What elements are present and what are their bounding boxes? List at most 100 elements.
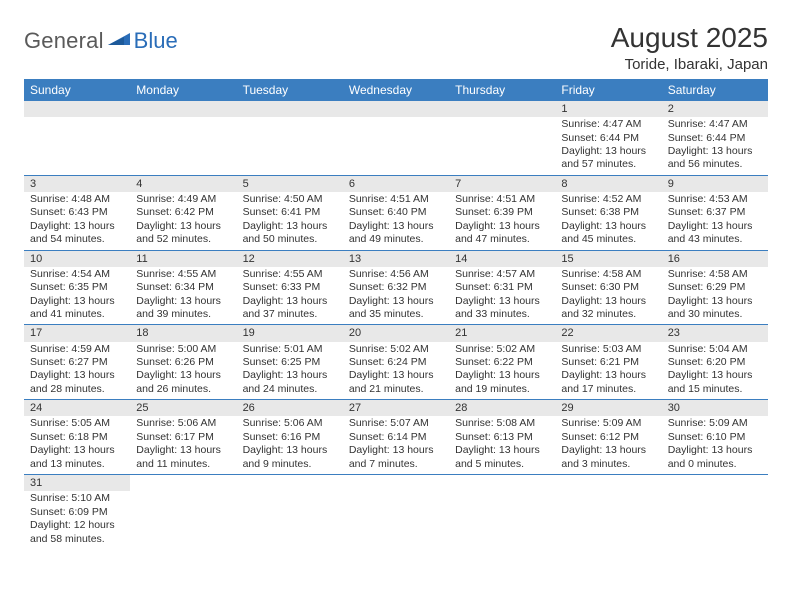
day-number: 30 [662, 400, 768, 416]
sunrise-text: Sunrise: 5:06 AM [136, 417, 230, 430]
day-number: 14 [449, 251, 555, 267]
sunset-text: Sunset: 6:41 PM [243, 206, 337, 219]
day-details: Sunrise: 5:04 AMSunset: 6:20 PMDaylight:… [662, 342, 768, 400]
daylight-text: Daylight: 13 hours and 9 minutes. [243, 444, 337, 471]
sunset-text: Sunset: 6:25 PM [243, 356, 337, 369]
calendar-table: Sunday Monday Tuesday Wednesday Thursday… [24, 79, 768, 549]
calendar-cell: 7Sunrise: 4:51 AMSunset: 6:39 PMDaylight… [449, 175, 555, 250]
calendar-week-row: 3Sunrise: 4:48 AMSunset: 6:43 PM Daylight… [24, 175, 768, 250]
day-number-empty [237, 101, 343, 117]
calendar-cell [130, 101, 236, 175]
sunset-text: Sunset: 6:10 PM [668, 431, 762, 444]
flag-icon [107, 30, 131, 53]
day-number: 26 [237, 400, 343, 416]
sunset-text: Sunset: 6:40 PM [349, 206, 443, 219]
daylight-text: Daylight: 13 hours and 32 minutes. [561, 295, 655, 322]
sunrise-text: Sunrise: 4:47 AM [668, 118, 762, 131]
sunset-text: Sunset: 6:37 PM [668, 206, 762, 219]
daylight-text: Daylight: 13 hours and 35 minutes. [349, 295, 443, 322]
day-details: Sunrise: 5:09 AMSunset: 6:12 PMDaylight:… [555, 416, 661, 474]
sunrise-text: Sunrise: 5:03 AM [561, 343, 655, 356]
sunset-text: Sunset: 6:24 PM [349, 356, 443, 369]
sunrise-text: Sunrise: 4:48 AM [30, 193, 124, 206]
daylight-text: Daylight: 13 hours and 50 minutes. [243, 220, 337, 247]
month-title: August 2025 [611, 22, 768, 54]
calendar-cell [24, 101, 130, 175]
day-number: 3 [24, 176, 130, 192]
day-details: Sunrise: 4:50 AMSunset: 6:41 PMDaylight:… [237, 192, 343, 250]
day-details: Sunrise: 5:07 AMSunset: 6:14 PMDaylight:… [343, 416, 449, 474]
sunset-text: Sunset: 6:38 PM [561, 206, 655, 219]
day-details: Sunrise: 5:09 AMSunset: 6:10 PMDaylight:… [662, 416, 768, 474]
day-number: 1 [555, 101, 661, 117]
calendar-week-row: 31Sunrise: 5:10 AMSunset: 6:09 PMDayligh… [24, 475, 768, 549]
calendar-page: General Blue August 2025 Toride, Ibaraki… [0, 0, 792, 549]
sunrise-text: Sunrise: 4:58 AM [561, 268, 655, 281]
calendar-body: 1Sunrise: 4:47 AMSunset: 6:44 PMDaylight… [24, 101, 768, 549]
day-number: 24 [24, 400, 130, 416]
dow-saturday: Saturday [662, 79, 768, 101]
day-details: Sunrise: 4:47 AMSunset: 6:44 PMDaylight:… [555, 117, 661, 175]
daylight-text: Daylight: 13 hours and 43 minutes. [668, 220, 762, 247]
dow-friday: Friday [555, 79, 661, 101]
sunrise-text: Sunrise: 4:55 AM [243, 268, 337, 281]
sunrise-text: Sunrise: 5:09 AM [668, 417, 762, 430]
sunrise-text: Sunrise: 5:04 AM [668, 343, 762, 356]
calendar-cell: 10Sunrise: 4:54 AMSunset: 6:35 PMDayligh… [24, 250, 130, 325]
day-details: Sunrise: 4:55 AMSunset: 6:34 PMDaylight:… [130, 267, 236, 325]
calendar-cell: 21Sunrise: 5:02 AMSunset: 6:22 PMDayligh… [449, 325, 555, 400]
sunrise-text: Sunrise: 5:02 AM [349, 343, 443, 356]
day-number: 31 [24, 475, 130, 491]
day-details: Sunrise: 5:06 AMSunset: 6:16 PMDaylight:… [237, 416, 343, 474]
daylight-text: Daylight: 13 hours and 28 minutes. [30, 369, 124, 396]
day-number: 28 [449, 400, 555, 416]
sunset-text: Sunset: 6:17 PM [136, 431, 230, 444]
calendar-cell: 5Sunrise: 4:50 AMSunset: 6:41 PMDaylight… [237, 175, 343, 250]
day-details: Sunrise: 5:08 AMSunset: 6:13 PMDaylight:… [449, 416, 555, 474]
sunrise-text: Sunrise: 5:02 AM [455, 343, 549, 356]
sunrise-text: Sunrise: 5:08 AM [455, 417, 549, 430]
calendar-cell: 13Sunrise: 4:56 AMSunset: 6:32 PMDayligh… [343, 250, 449, 325]
day-details: Sunrise: 4:59 AMSunset: 6:27 PMDaylight:… [24, 342, 130, 400]
day-details: Sunrise: 4:56 AMSunset: 6:32 PMDaylight:… [343, 267, 449, 325]
daylight-text: Daylight: 13 hours and 19 minutes. [455, 369, 549, 396]
calendar-week-row: 1Sunrise: 4:47 AMSunset: 6:44 PMDaylight… [24, 101, 768, 175]
dow-wednesday: Wednesday [343, 79, 449, 101]
calendar-cell: 28Sunrise: 5:08 AMSunset: 6:13 PMDayligh… [449, 400, 555, 475]
day-number: 21 [449, 325, 555, 341]
sunrise-text: Sunrise: 5:00 AM [136, 343, 230, 356]
dow-tuesday: Tuesday [237, 79, 343, 101]
day-number: 13 [343, 251, 449, 267]
calendar-cell: 12Sunrise: 4:55 AMSunset: 6:33 PMDayligh… [237, 250, 343, 325]
header: General Blue August 2025 Toride, Ibaraki… [24, 22, 768, 73]
dow-thursday: Thursday [449, 79, 555, 101]
calendar-cell [343, 101, 449, 175]
day-number: 11 [130, 251, 236, 267]
dow-sunday: Sunday [24, 79, 130, 101]
day-number: 2 [662, 101, 768, 117]
sunset-text: Sunset: 6:43 PM [30, 206, 124, 219]
day-details: Sunrise: 5:00 AMSunset: 6:26 PMDaylight:… [130, 342, 236, 400]
day-number: 12 [237, 251, 343, 267]
sunset-text: Sunset: 6:30 PM [561, 281, 655, 294]
calendar-cell [662, 475, 768, 549]
sunrise-text: Sunrise: 4:54 AM [30, 268, 124, 281]
calendar-cell: 19Sunrise: 5:01 AMSunset: 6:25 PMDayligh… [237, 325, 343, 400]
day-details: Sunrise: 4:47 AMSunset: 6:44 PMDaylight:… [662, 117, 768, 175]
day-number-empty [24, 101, 130, 117]
calendar-cell [130, 475, 236, 549]
day-number: 19 [237, 325, 343, 341]
sunset-text: Sunset: 6:32 PM [349, 281, 443, 294]
calendar-cell [449, 101, 555, 175]
sunrise-text: Sunrise: 4:58 AM [668, 268, 762, 281]
day-number: 7 [449, 176, 555, 192]
dow-monday: Monday [130, 79, 236, 101]
sunrise-text: Sunrise: 5:09 AM [561, 417, 655, 430]
sunset-text: Sunset: 6:26 PM [136, 356, 230, 369]
calendar-cell: 20Sunrise: 5:02 AMSunset: 6:24 PMDayligh… [343, 325, 449, 400]
daylight-text: Daylight: 13 hours and 26 minutes. [136, 369, 230, 396]
daylight-text: Daylight: 13 hours and 3 minutes. [561, 444, 655, 471]
daylight-text: Daylight: 13 hours and 17 minutes. [561, 369, 655, 396]
daylight-text: Daylight: 13 hours and 21 minutes. [349, 369, 443, 396]
day-details: Sunrise: 4:49 AMSunset: 6:42 PMDaylight:… [130, 192, 236, 250]
